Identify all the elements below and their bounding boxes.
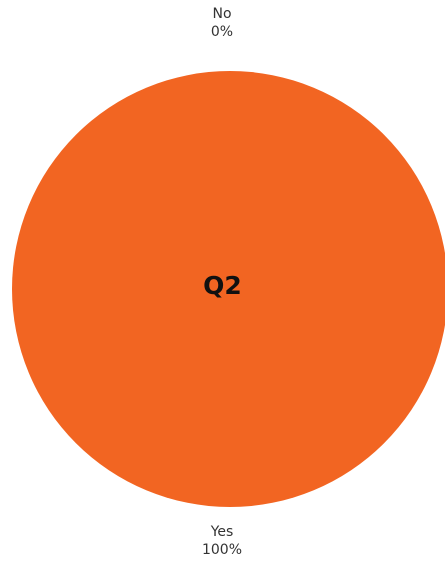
slice-category-no: No bbox=[212, 6, 232, 22]
slice-label-no: No 0% bbox=[162, 5, 282, 41]
slice-category-yes: Yes bbox=[210, 524, 234, 540]
pie-slice-yes bbox=[12, 71, 445, 507]
slice-label-yes: Yes 100% bbox=[162, 523, 282, 559]
slice-value-yes: 100% bbox=[201, 542, 243, 558]
chart-title: Q2 bbox=[203, 271, 242, 300]
slice-value-no: 0% bbox=[210, 24, 234, 40]
